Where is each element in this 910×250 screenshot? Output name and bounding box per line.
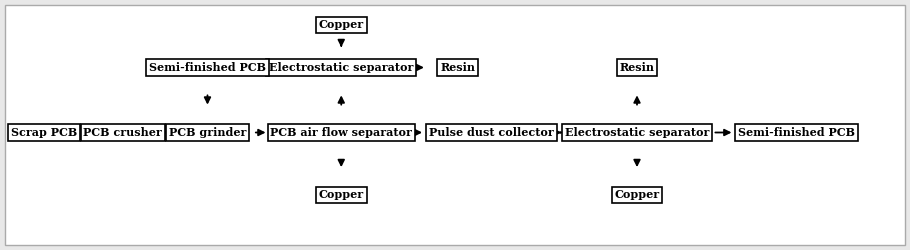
- Text: Resin: Resin: [440, 62, 475, 73]
- FancyBboxPatch shape: [5, 5, 905, 245]
- Text: Semi-finished PCB: Semi-finished PCB: [738, 127, 854, 138]
- Text: Pulse dust collector: Pulse dust collector: [429, 127, 554, 138]
- Text: Electrostatic separator: Electrostatic separator: [565, 127, 709, 138]
- Text: PCB air flow separator: PCB air flow separator: [270, 127, 412, 138]
- Text: PCB crusher: PCB crusher: [84, 127, 162, 138]
- Text: Copper: Copper: [318, 190, 364, 200]
- Text: Scrap PCB: Scrap PCB: [11, 127, 76, 138]
- Text: Copper: Copper: [318, 20, 364, 30]
- Text: Semi-finished PCB: Semi-finished PCB: [149, 62, 266, 73]
- Text: Resin: Resin: [620, 62, 654, 73]
- Text: Copper: Copper: [614, 190, 660, 200]
- Text: Electrostatic separator: Electrostatic separator: [269, 62, 413, 73]
- Text: PCB grinder: PCB grinder: [168, 127, 247, 138]
